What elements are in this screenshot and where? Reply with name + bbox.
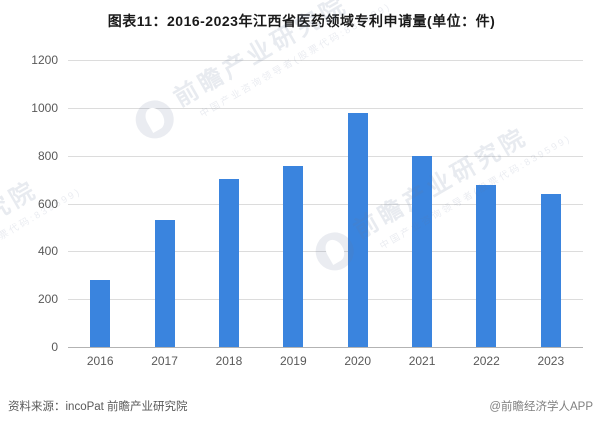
credit-note: @前瞻经济学人APP xyxy=(489,401,593,413)
gridline-600 xyxy=(68,203,583,205)
y-axis: 0 200 400 600 800 1000 1200 xyxy=(0,53,58,354)
gridline-1200 xyxy=(68,60,583,61)
gridline-400 xyxy=(68,251,583,253)
x-tick-label-2020: 2020 xyxy=(344,354,372,368)
bar-2019 xyxy=(283,166,304,347)
y-tick-label-0: 0 xyxy=(51,340,58,354)
x-axis: 2016 2017 2018 2019 2020 2021 2022 2023 xyxy=(68,354,583,368)
y-tick-label-1200: 1200 xyxy=(31,53,58,67)
bar-column-2021 xyxy=(390,60,454,347)
bar-2021 xyxy=(412,155,433,347)
y-tick-label-200: 200 xyxy=(37,292,58,307)
gridline-800 xyxy=(68,155,583,157)
y-tick-label-800: 800 xyxy=(37,148,58,163)
x-tick-label-2016: 2016 xyxy=(86,354,114,368)
footer: 资料来源：incoPat 前瞻产业研究院 @前瞻经济学人APP xyxy=(8,398,593,414)
source-note: 资料来源：incoPat 前瞻产业研究院 xyxy=(8,401,188,413)
bar-column-2019 xyxy=(261,60,325,347)
bar-2016 xyxy=(90,279,111,347)
bar-2017 xyxy=(154,219,175,347)
x-tick-label-2023: 2023 xyxy=(537,354,565,368)
x-tick-label-2018: 2018 xyxy=(215,354,243,368)
bar-columns xyxy=(68,60,583,347)
bar-2022 xyxy=(476,185,497,347)
bar-2023 xyxy=(540,193,561,347)
bar-column-2022 xyxy=(454,60,518,347)
bar-column-2016 xyxy=(68,60,132,347)
bar-2020 xyxy=(347,113,368,347)
bar-column-2017 xyxy=(132,60,196,347)
bar-2018 xyxy=(218,179,239,347)
gridline-200 xyxy=(68,299,583,301)
x-tick-label-2019: 2019 xyxy=(279,354,307,368)
y-tick-label-1000: 1000 xyxy=(31,100,58,115)
y-tick-label-400: 400 xyxy=(37,244,58,259)
chart-title: 图表11：2016-2023年江西省医药领域专利申请量(单位：件) xyxy=(107,13,496,29)
bar-column-2018 xyxy=(197,60,261,347)
x-tick-label-2021: 2021 xyxy=(408,354,436,368)
gridline-1000 xyxy=(68,107,583,109)
plot-area xyxy=(68,60,583,348)
y-tick-label-600: 600 xyxy=(37,196,58,211)
x-tick-label-2022: 2022 xyxy=(473,354,500,368)
x-tick-label-2017: 2017 xyxy=(151,354,178,368)
bar-column-2020 xyxy=(326,60,390,347)
bar-column-2023 xyxy=(519,60,583,347)
gridline-0 xyxy=(68,347,583,348)
